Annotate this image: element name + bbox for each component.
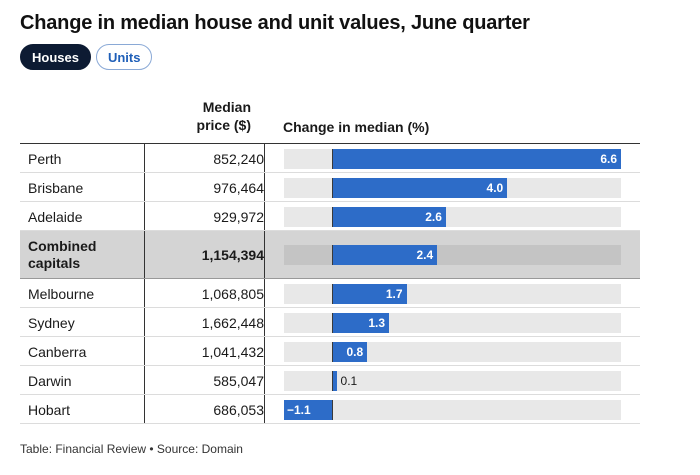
change-value-label: 2.4 (416, 248, 434, 262)
table-top-rule (20, 143, 640, 144)
bar-track: 4.0 (284, 178, 621, 198)
bar-track: 6.6 (284, 149, 621, 169)
zero-axis-line (332, 284, 334, 304)
change-column-header: Change in median (%) (283, 119, 430, 135)
row-divider (20, 423, 640, 424)
median-price: 1,068,805 (144, 279, 265, 308)
median-price-value: 1,154,394 (201, 247, 264, 263)
city-name: Melbourne (28, 285, 95, 302)
median-price-value: 585,047 (213, 372, 264, 389)
median-price-value: 852,240 (213, 150, 264, 167)
change-bar (332, 284, 407, 304)
change-value-label: 4.0 (486, 181, 504, 195)
row-divider (20, 201, 640, 202)
change-bar (332, 313, 390, 333)
row-divider (20, 365, 640, 366)
median-price-value: 1,041,432 (201, 343, 264, 360)
city-name: Canberra (28, 343, 87, 360)
median-price-value: 1,662,448 (201, 314, 264, 331)
city-name: Perth (28, 150, 62, 167)
row-divider (20, 230, 640, 231)
units-toggle-button[interactable]: Units (95, 44, 153, 70)
table-row: Brisbane 976,464 4.0 (20, 173, 640, 202)
table-row: Perth 852,240 6.6 (20, 144, 640, 173)
zero-axis-line (332, 178, 334, 198)
change-value-label: 2.6 (425, 210, 442, 224)
median-price: 852,240 (144, 144, 265, 173)
bar-track: −1.1 (284, 400, 621, 420)
bar-track: 1.7 (284, 284, 621, 304)
price-header-line2: price ($) (196, 117, 251, 133)
price-column-header: Median price ($) (150, 98, 251, 134)
city-name: Sydney (28, 314, 75, 331)
change-value-label: 1.3 (368, 316, 386, 330)
zero-axis-line (332, 245, 334, 265)
row-divider (20, 307, 640, 308)
zero-axis-line (332, 149, 334, 169)
source-footer: Table: Financial Review • Source: Domain (20, 442, 243, 456)
row-divider (20, 278, 640, 279)
bar-track: 0.8 (284, 342, 621, 362)
bar-track: 2.6 (284, 207, 621, 227)
change-value-label: 0.1 (340, 374, 358, 388)
row-divider (20, 336, 640, 337)
change-bar (332, 207, 446, 227)
change-value-label: 0.8 (346, 345, 364, 359)
median-price-value: 686,053 (213, 401, 264, 418)
bar-track: 1.3 (284, 313, 621, 333)
city-name: Combined capitals (28, 238, 97, 271)
change-bar (332, 149, 621, 169)
zero-axis-line (332, 371, 334, 391)
median-price: 1,154,394 (144, 231, 265, 279)
median-price-value: 929,972 (213, 208, 264, 225)
table-row: Combined capitals 1,154,394 2.4 (20, 231, 640, 279)
zero-axis-line (332, 400, 334, 420)
median-price: 976,464 (144, 173, 265, 202)
median-price: 686,053 (144, 395, 265, 424)
table-row: Canberra 1,041,432 0.8 (20, 337, 640, 366)
change-bar (332, 245, 438, 265)
zero-axis-line (332, 207, 334, 227)
price-header-line1: Median (202, 99, 251, 115)
chart-title: Change in median house and unit values, … (20, 12, 530, 34)
bar-track: 2.4 (284, 245, 621, 265)
houses-toggle-button[interactable]: Houses (20, 44, 91, 70)
table-row: Sydney 1,662,448 1.3 (20, 308, 640, 337)
change-value-label: −1.1 (287, 403, 311, 417)
table-row: Darwin 585,047 0.1 (20, 366, 640, 395)
zero-axis-line (332, 313, 334, 333)
change-bar (332, 178, 508, 198)
median-price: 585,047 (144, 366, 265, 395)
change-value-label: 6.6 (600, 152, 617, 166)
median-price: 1,662,448 (144, 308, 265, 337)
bar-track: 0.1 (284, 371, 621, 391)
median-price-value: 976,464 (213, 179, 264, 196)
dataset-toggle-group: Houses Units (20, 44, 153, 70)
city-name: Brisbane (28, 179, 84, 196)
change-bar (284, 400, 333, 420)
zero-axis-line (332, 342, 334, 362)
row-divider (20, 394, 640, 395)
city-name: Darwin (28, 372, 72, 389)
table-row: Adelaide 929,972 2.6 (20, 202, 640, 231)
change-bar (332, 342, 368, 362)
change-value-label: 1.7 (385, 287, 403, 301)
median-price: 1,041,432 (144, 337, 265, 366)
median-price-value: 1,068,805 (201, 285, 264, 302)
city-name: Hobart (28, 401, 71, 418)
table-row: Melbourne 1,068,805 1.7 (20, 279, 640, 308)
row-divider (20, 172, 640, 173)
median-price: 929,972 (144, 202, 265, 231)
change-bar (332, 371, 337, 391)
city-name: Adelaide (28, 208, 83, 225)
table-row: Hobart 686,053 −1.1 (20, 395, 640, 424)
